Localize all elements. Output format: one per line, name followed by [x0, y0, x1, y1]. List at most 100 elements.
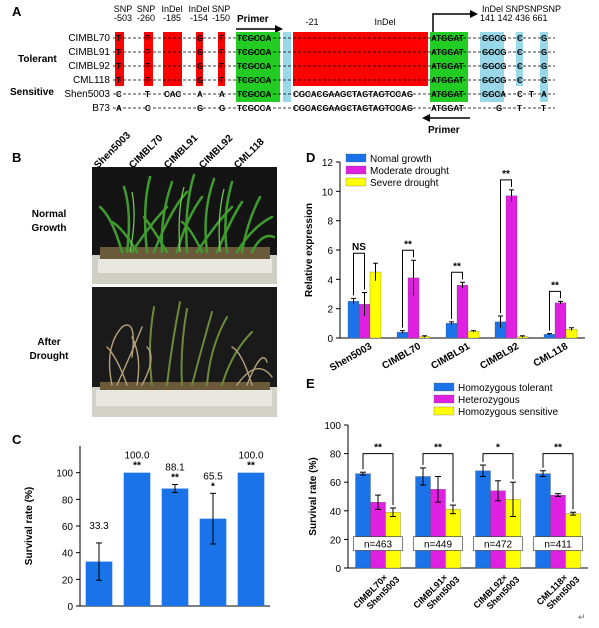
svg-text:GGCA: GGCA — [482, 90, 506, 99]
y-tick-label: 80 — [62, 495, 74, 506]
svg-text:GGCG: GGCG — [482, 62, 506, 71]
pos-21-label: -21 — [305, 17, 318, 27]
n-box — [413, 536, 463, 551]
col-label-cml118: CML118 — [232, 136, 267, 171]
bar-cross4-s0 — [535, 473, 551, 569]
svg-text:T: T — [529, 90, 534, 99]
svg-text:TCGCCA: TCGCCA — [237, 34, 271, 43]
svg-text:ATGGAT: ATGGAT — [431, 76, 464, 85]
x-category-label: CML118 — [532, 341, 571, 370]
comparison-bracket — [500, 179, 512, 313]
svg-text:TCGCCA: TCGCCA — [237, 76, 271, 85]
x-category-label: CIMBL91×Shen5003 — [411, 572, 461, 611]
y-tick-label: 40 — [62, 549, 74, 560]
svg-text:ATGGAT: ATGGAT — [431, 62, 464, 71]
svg-text:TCGCCA: TCGCCA — [237, 62, 271, 71]
svg-text:C: C — [517, 62, 523, 71]
seq-row-tolerant-3: T T G T TCGCCA ATGGAT GGCG C G — [116, 62, 547, 71]
end-mark: ↵ — [578, 612, 586, 622]
comparison-label: ** — [554, 443, 562, 454]
svg-text:C: C — [517, 90, 523, 99]
comparison-bracket — [542, 453, 574, 510]
svg-text:T: T — [517, 104, 522, 113]
header-snp-150: SNP -150 — [212, 4, 231, 23]
y-tick-label: 10 — [322, 187, 334, 198]
svg-text:G: G — [197, 48, 203, 57]
svg-text:C: C — [517, 48, 523, 57]
x-category-label: CIMBL92×Shen5003 — [471, 572, 521, 611]
bar-cross4-s1 — [550, 494, 566, 569]
bar-cross1-s0 — [355, 473, 371, 569]
comparison-label: ** — [551, 280, 559, 291]
comparison-bracket — [362, 453, 394, 505]
svg-text:T: T — [145, 62, 150, 71]
bar-cimbl91-s1 — [456, 285, 469, 339]
x-category-label: CIMBL92 — [478, 341, 521, 372]
sig-label: * — [211, 481, 215, 492]
line-name-cimbl91: CIMBL91 — [68, 47, 110, 58]
legend-label: Nomal growth — [370, 154, 432, 165]
svg-text:C: C — [145, 104, 151, 113]
y-axis-title: Survival rate (%) — [24, 487, 35, 565]
svg-text:ATGGAT: ATGGAT — [431, 104, 464, 113]
maize-normal-image — [92, 173, 277, 284]
legend-swatch — [345, 165, 367, 175]
bar-cimbl70 — [123, 472, 151, 606]
svg-text:TCGCCA: TCGCCA — [237, 48, 271, 57]
line-name-b73: B73 — [92, 103, 110, 114]
line-name-cimbl70: CIMBL70 — [68, 33, 110, 44]
n-box — [353, 536, 403, 551]
svg-text:-150: -150 — [212, 13, 230, 23]
y-tick-label: 100 — [56, 469, 73, 480]
y-tick-label: 20 — [330, 535, 342, 546]
svg-text:T: T — [116, 62, 121, 71]
svg-text:T: T — [219, 62, 224, 71]
comparison-label: ** — [404, 239, 412, 250]
seq-row-tolerant-1: T T G T TCGCCA ATGGAT GGCG C G — [116, 34, 547, 43]
svg-text:T: T — [145, 48, 150, 57]
svg-text:A: A — [541, 90, 547, 99]
svg-text:G: G — [541, 48, 547, 57]
primer-reverse-label: Primer — [428, 125, 460, 136]
comparison-bracket — [549, 290, 561, 331]
svg-text:G: G — [541, 34, 547, 43]
svg-text:T: T — [145, 34, 150, 43]
n-box — [473, 536, 523, 551]
panel-label-d: D — [306, 150, 316, 165]
svg-text:T: T — [219, 76, 224, 85]
svg-text:A: A — [219, 90, 225, 99]
y-tick-label: 80 — [330, 450, 342, 461]
svg-text:CAC: CAC — [164, 90, 182, 99]
svg-text:T: T — [219, 48, 224, 57]
line-name-cml118: CML118 — [73, 75, 110, 86]
header-snp-260: SNP -260 — [137, 4, 156, 23]
y-tick-label: 100 — [324, 421, 341, 432]
bar-cross2-s0 — [415, 476, 431, 569]
svg-text:G: G — [541, 62, 547, 71]
n-label: n=411 — [544, 540, 572, 551]
n-label: n=472 — [484, 540, 513, 551]
svg-text:-154: -154 — [190, 13, 208, 23]
svg-text:T: T — [145, 76, 150, 85]
comparison-bracket — [402, 249, 414, 328]
svg-text:G: G — [496, 104, 502, 113]
panel-label-e: E — [306, 376, 315, 391]
bar-cml118-s1 — [554, 302, 567, 339]
indel-label: InDel — [374, 17, 395, 27]
panel-label-c: C — [12, 432, 22, 447]
sig-label: ** — [133, 461, 141, 472]
comparison-label: ** — [434, 443, 442, 454]
sig-label: ** — [247, 461, 255, 472]
legend-swatch — [345, 153, 367, 163]
legend-label: Moderate drought — [370, 166, 449, 177]
bar-cml118 — [237, 472, 265, 606]
y-tick-label: 12 — [322, 158, 334, 169]
seq-row-tolerant-2: T T G T TCGCCA ATGGAT GGCG C G — [116, 48, 547, 57]
value-label: 100.0 — [124, 451, 149, 462]
comparison-label: * — [496, 443, 500, 454]
seq-row-shen5003: C T CAC A A TCGCCA CGCACGAAGCTAGTAGTCCAG… — [116, 90, 547, 99]
svg-text:G: G — [197, 76, 203, 85]
svg-text:G: G — [197, 62, 203, 71]
